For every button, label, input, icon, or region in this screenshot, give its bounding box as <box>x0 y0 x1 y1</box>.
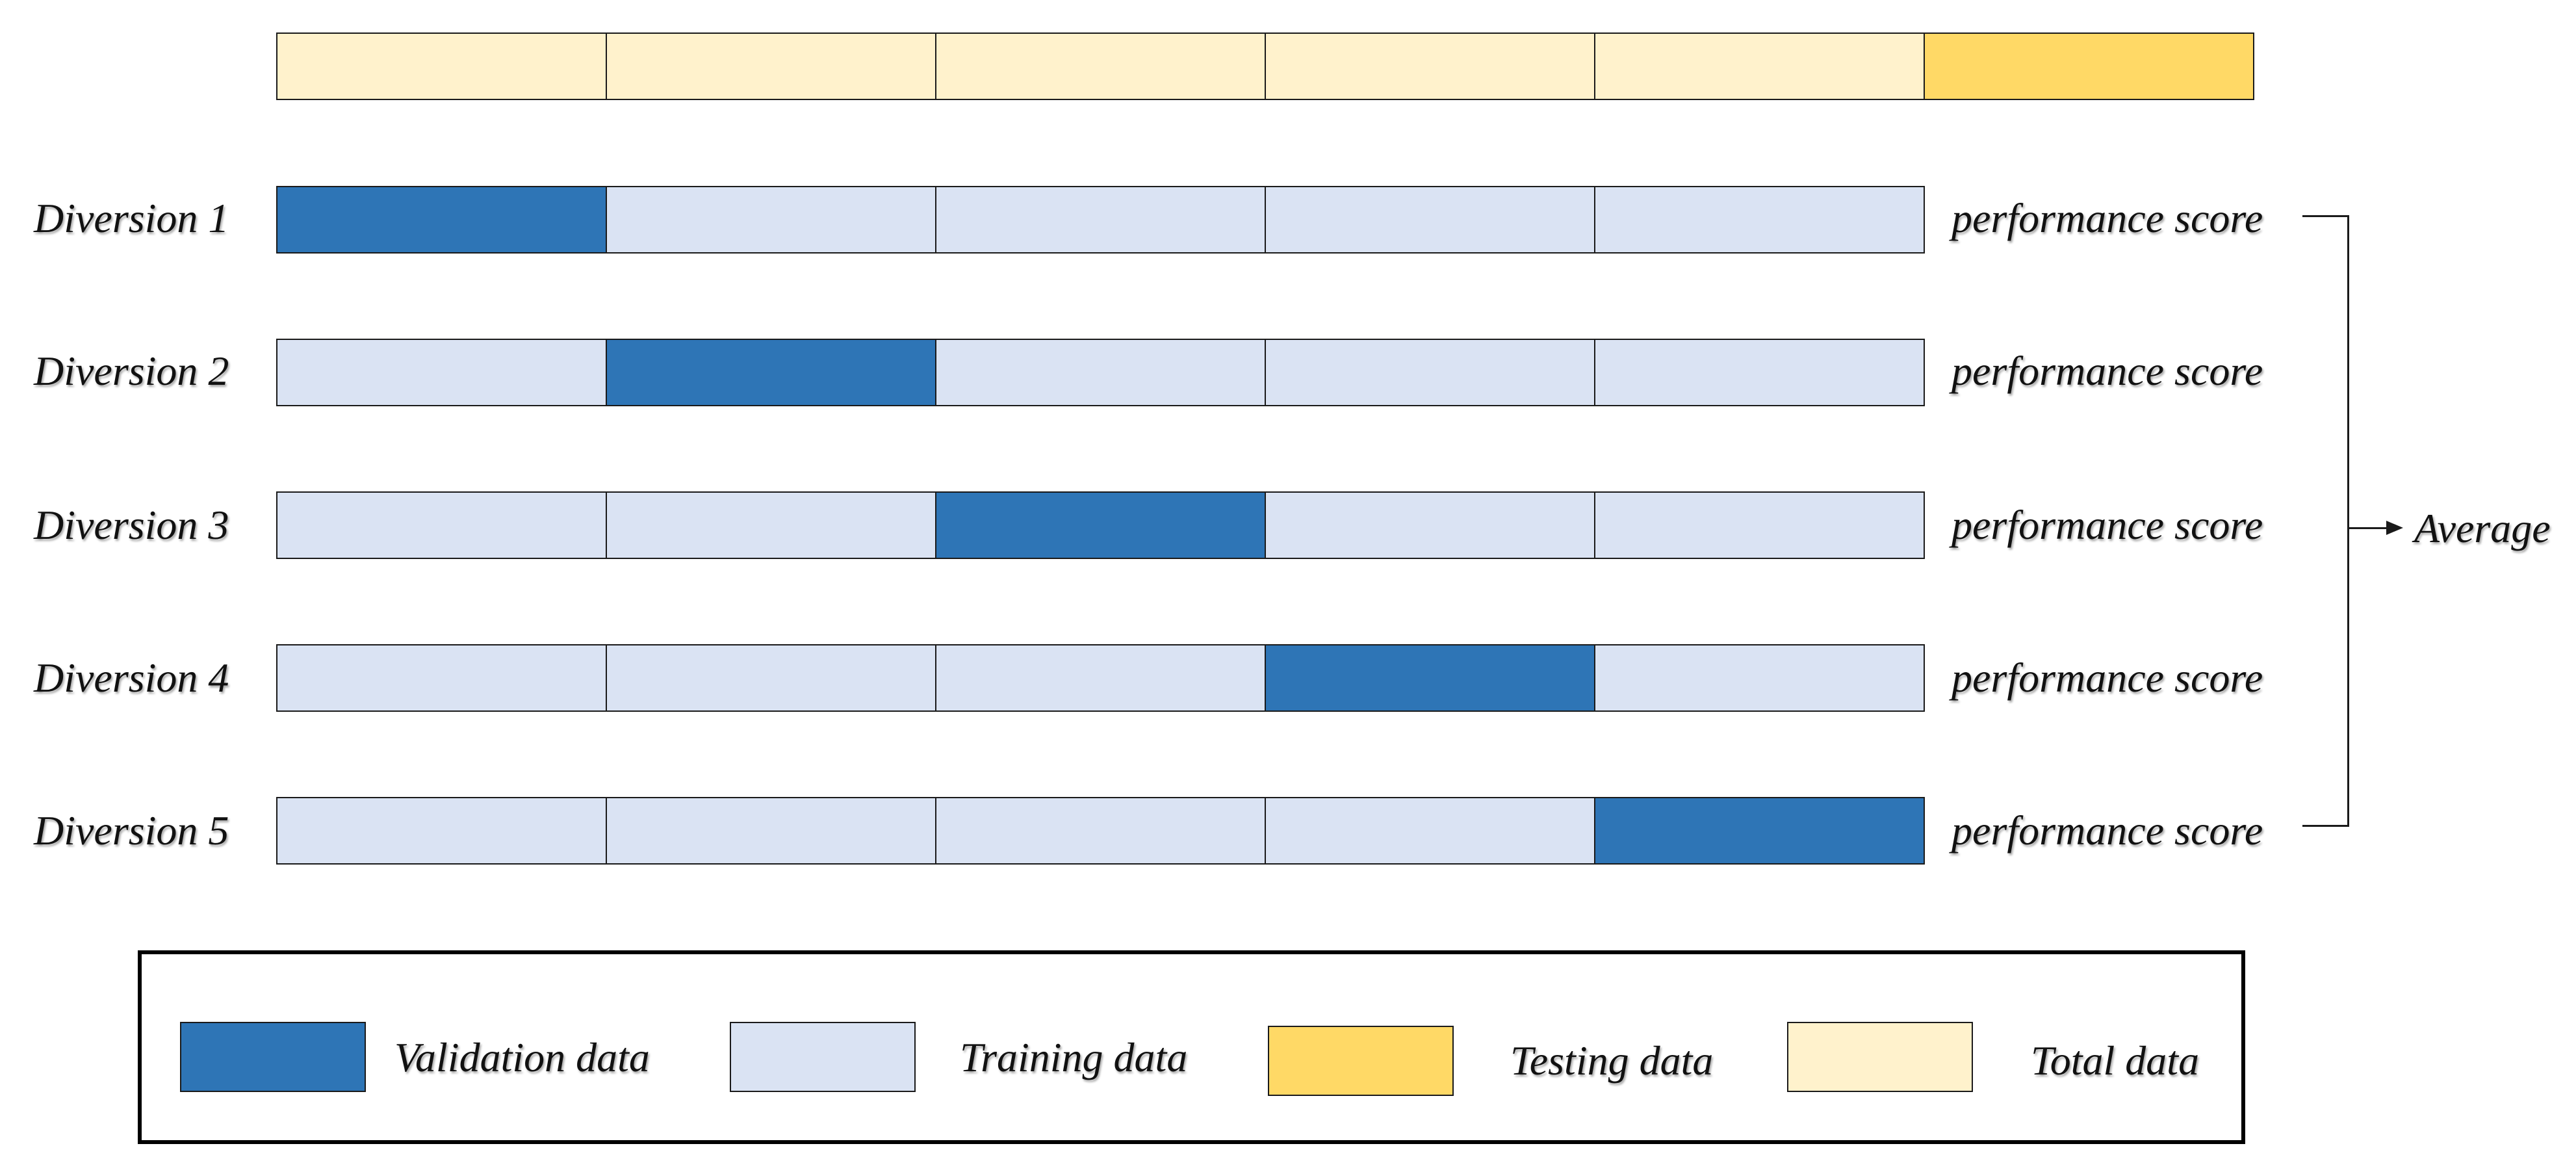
total-data-segment-2 <box>606 33 936 100</box>
training-fold-r2-c3 <box>935 339 1266 406</box>
row-label-3: Diversion 3 <box>34 502 229 548</box>
legend-label-total: Total data <box>2031 1037 2200 1084</box>
legend-swatch-total <box>1787 1022 1973 1092</box>
bracket-vertical <box>2347 215 2349 827</box>
training-fold-r1-c2 <box>606 186 936 254</box>
legend-label-testing: Testing data <box>1510 1037 1714 1084</box>
performance-score-label-4: performance score <box>1951 655 2263 701</box>
validation-fold-r3-c3 <box>935 491 1266 559</box>
row-label-4: Diversion 4 <box>34 655 229 701</box>
training-fold-r5-c4 <box>1265 797 1595 865</box>
legend <box>138 950 2245 1144</box>
average-label: Average <box>2414 505 2551 551</box>
training-fold-r1-c3 <box>935 186 1266 254</box>
arrow-head-icon <box>2386 521 2403 535</box>
training-fold-r3-c4 <box>1265 491 1595 559</box>
training-fold-r3-c1 <box>276 491 607 559</box>
training-fold-r3-c2 <box>606 491 936 559</box>
legend-swatch-validation <box>180 1022 366 1092</box>
total-data-segment-5 <box>1594 33 1925 100</box>
total-data-segment-3 <box>935 33 1266 100</box>
performance-score-label-2: performance score <box>1951 348 2263 394</box>
training-fold-r2-c1 <box>276 339 607 406</box>
training-fold-r4-c1 <box>276 644 607 712</box>
legend-swatch-training <box>730 1022 916 1092</box>
training-fold-r4-c5 <box>1594 644 1925 712</box>
legend-swatch-testing <box>1268 1026 1454 1096</box>
training-fold-r2-c4 <box>1265 339 1595 406</box>
performance-score-label-3: performance score <box>1951 502 2263 548</box>
training-fold-r4-c2 <box>606 644 936 712</box>
training-fold-r3-c5 <box>1594 491 1925 559</box>
validation-fold-r5-c5 <box>1594 797 1925 865</box>
performance-score-label-1: performance score <box>1951 195 2263 241</box>
training-fold-r5-c1 <box>276 797 607 865</box>
training-fold-r1-c5 <box>1594 186 1925 254</box>
training-fold-r2-c5 <box>1594 339 1925 406</box>
legend-label-training: Training data <box>960 1034 1188 1080</box>
training-fold-r5-c2 <box>606 797 936 865</box>
performance-score-label-5: performance score <box>1951 807 2263 853</box>
training-fold-r4-c3 <box>935 644 1266 712</box>
training-fold-r5-c3 <box>935 797 1266 865</box>
row-label-2: Diversion 2 <box>34 348 229 394</box>
row-label-5: Diversion 5 <box>34 807 229 853</box>
testing-data-segment <box>1924 33 2254 100</box>
arrow-shaft <box>2347 527 2388 529</box>
bracket-tick-top <box>2302 215 2349 217</box>
validation-fold-r4-c4 <box>1265 644 1595 712</box>
validation-fold-r1-c1 <box>276 186 607 254</box>
training-fold-r1-c4 <box>1265 186 1595 254</box>
legend-label-validation: Validation data <box>394 1034 650 1080</box>
bracket-tick-bottom <box>2302 825 2349 827</box>
total-data-segment-4 <box>1265 33 1595 100</box>
total-data-segment-1 <box>276 33 607 100</box>
validation-fold-r2-c2 <box>606 339 936 406</box>
row-label-1: Diversion 1 <box>34 195 229 241</box>
